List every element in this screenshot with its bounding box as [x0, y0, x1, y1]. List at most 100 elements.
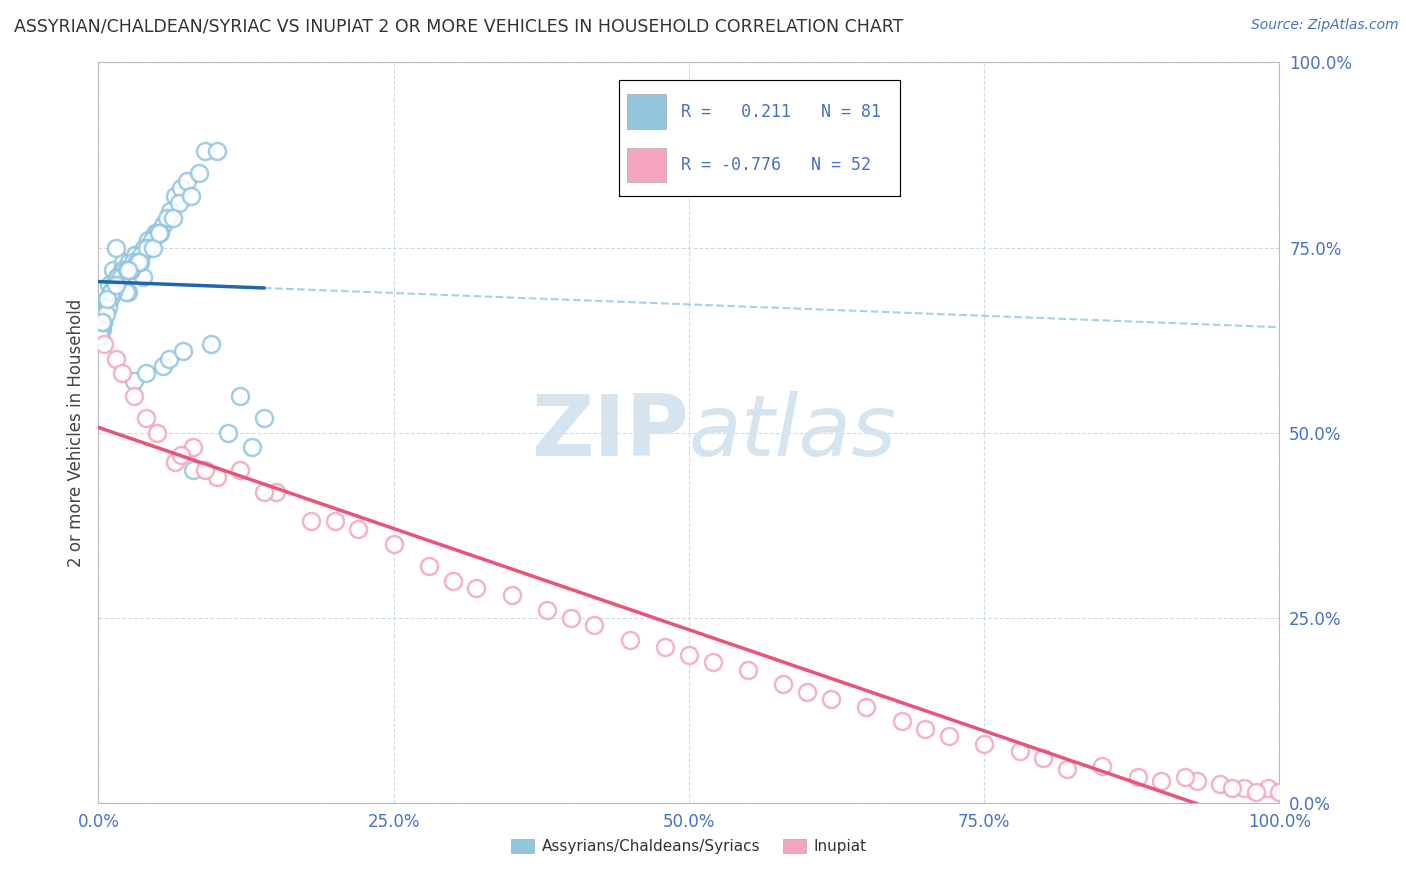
- Point: [229, 462, 252, 476]
- Point: [157, 351, 180, 366]
- Point: [135, 410, 157, 425]
- Point: [112, 262, 135, 277]
- Point: [1126, 770, 1149, 784]
- Point: [217, 425, 239, 440]
- Point: [165, 455, 187, 469]
- Point: [108, 277, 131, 292]
- Point: [89, 329, 111, 343]
- Point: [111, 367, 134, 381]
- Point: [148, 226, 170, 240]
- Point: [159, 203, 181, 218]
- Point: [678, 648, 700, 662]
- Point: [382, 536, 405, 550]
- Point: [93, 300, 115, 314]
- Point: [152, 359, 174, 373]
- Y-axis label: 2 or more Vehicles in Household: 2 or more Vehicles in Household: [66, 299, 84, 566]
- Point: [97, 293, 120, 307]
- Point: [100, 285, 122, 299]
- Bar: [627, 147, 666, 182]
- Point: [167, 196, 190, 211]
- Point: [583, 618, 606, 632]
- Point: [347, 522, 370, 536]
- Point: [90, 307, 112, 321]
- Point: [132, 270, 155, 285]
- Point: [91, 314, 114, 328]
- Point: [323, 515, 346, 529]
- Point: [96, 293, 118, 307]
- Point: [299, 515, 322, 529]
- Point: [94, 300, 117, 314]
- Point: [98, 293, 121, 307]
- Point: [1185, 773, 1208, 788]
- Bar: [627, 95, 666, 129]
- Point: [90, 322, 112, 336]
- Legend: Assyrians/Chaldeans/Syriacs, Inupiat: Assyrians/Chaldeans/Syriacs, Inupiat: [503, 831, 875, 862]
- Point: [97, 300, 120, 314]
- Point: [141, 233, 163, 247]
- Point: [142, 240, 165, 255]
- Point: [91, 314, 114, 328]
- Point: [112, 255, 135, 269]
- Point: [973, 737, 995, 751]
- Point: [1091, 758, 1114, 772]
- Point: [200, 336, 222, 351]
- Point: [1056, 763, 1078, 777]
- Point: [560, 610, 582, 624]
- Point: [115, 262, 138, 277]
- Point: [1233, 780, 1256, 795]
- Point: [176, 174, 198, 188]
- Point: [125, 248, 148, 262]
- Point: [737, 663, 759, 677]
- Point: [98, 277, 121, 292]
- Point: [165, 188, 187, 202]
- Point: [172, 344, 194, 359]
- Point: [91, 322, 114, 336]
- Point: [135, 240, 157, 255]
- Point: [181, 462, 204, 476]
- Point: [619, 632, 641, 647]
- Point: [149, 226, 172, 240]
- Point: [110, 270, 132, 285]
- Point: [121, 262, 143, 277]
- Point: [93, 307, 115, 321]
- Point: [702, 655, 724, 669]
- Point: [121, 255, 143, 269]
- Text: ZIP: ZIP: [531, 391, 689, 475]
- Point: [94, 307, 117, 321]
- Point: [111, 262, 134, 277]
- Point: [127, 255, 149, 269]
- Point: [501, 589, 523, 603]
- Point: [465, 581, 488, 595]
- Point: [772, 677, 794, 691]
- Point: [134, 240, 156, 255]
- Point: [104, 277, 127, 292]
- Point: [890, 714, 912, 729]
- Text: ASSYRIAN/CHALDEAN/SYRIAC VS INUPIAT 2 OR MORE VEHICLES IN HOUSEHOLD CORRELATION : ASSYRIAN/CHALDEAN/SYRIAC VS INUPIAT 2 OR…: [14, 18, 904, 36]
- Point: [118, 255, 141, 269]
- Point: [122, 374, 145, 388]
- Point: [1257, 780, 1279, 795]
- Point: [162, 211, 184, 225]
- Point: [194, 462, 217, 476]
- Point: [914, 722, 936, 736]
- Point: [229, 388, 252, 402]
- Point: [146, 425, 169, 440]
- Point: [136, 233, 159, 247]
- Point: [418, 558, 440, 573]
- Point: [1032, 751, 1054, 765]
- Point: [105, 240, 128, 255]
- Point: [264, 484, 287, 499]
- Point: [100, 285, 122, 299]
- Point: [107, 270, 129, 285]
- Point: [938, 729, 960, 743]
- Point: [820, 692, 842, 706]
- Point: [128, 255, 150, 269]
- Text: R = -0.776   N = 52: R = -0.776 N = 52: [681, 156, 870, 174]
- Point: [441, 574, 464, 588]
- Point: [1174, 770, 1197, 784]
- Point: [156, 211, 179, 225]
- Point: [152, 219, 174, 233]
- Point: [855, 699, 877, 714]
- Point: [96, 293, 118, 307]
- Point: [170, 181, 193, 195]
